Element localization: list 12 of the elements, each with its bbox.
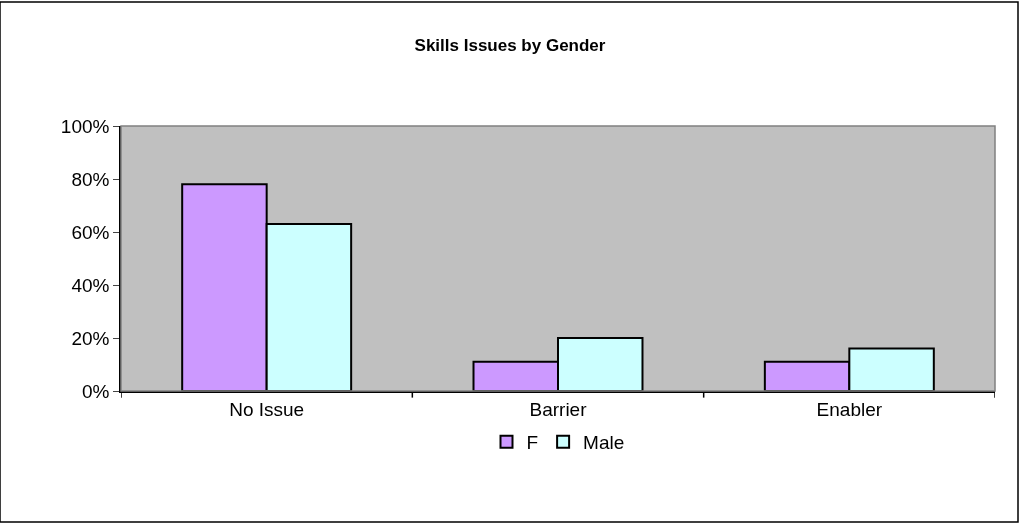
y-tick-label: 20% [71, 327, 110, 349]
y-tick-label: 40% [71, 274, 110, 296]
y-tick-label: 100% [60, 115, 110, 137]
chart-title: Skills Issues by Gender [414, 35, 606, 55]
y-tick-label: 60% [71, 221, 110, 243]
legend-label: Male [583, 432, 625, 454]
x-tick-label: Enabler [816, 398, 883, 420]
x-tick-label: Barrier [529, 398, 588, 420]
legend-label: F [526, 432, 539, 454]
y-tick-label: 80% [71, 168, 110, 190]
x-tick-label: No Issue [229, 398, 305, 420]
y-tick-label: 0% [81, 380, 110, 402]
